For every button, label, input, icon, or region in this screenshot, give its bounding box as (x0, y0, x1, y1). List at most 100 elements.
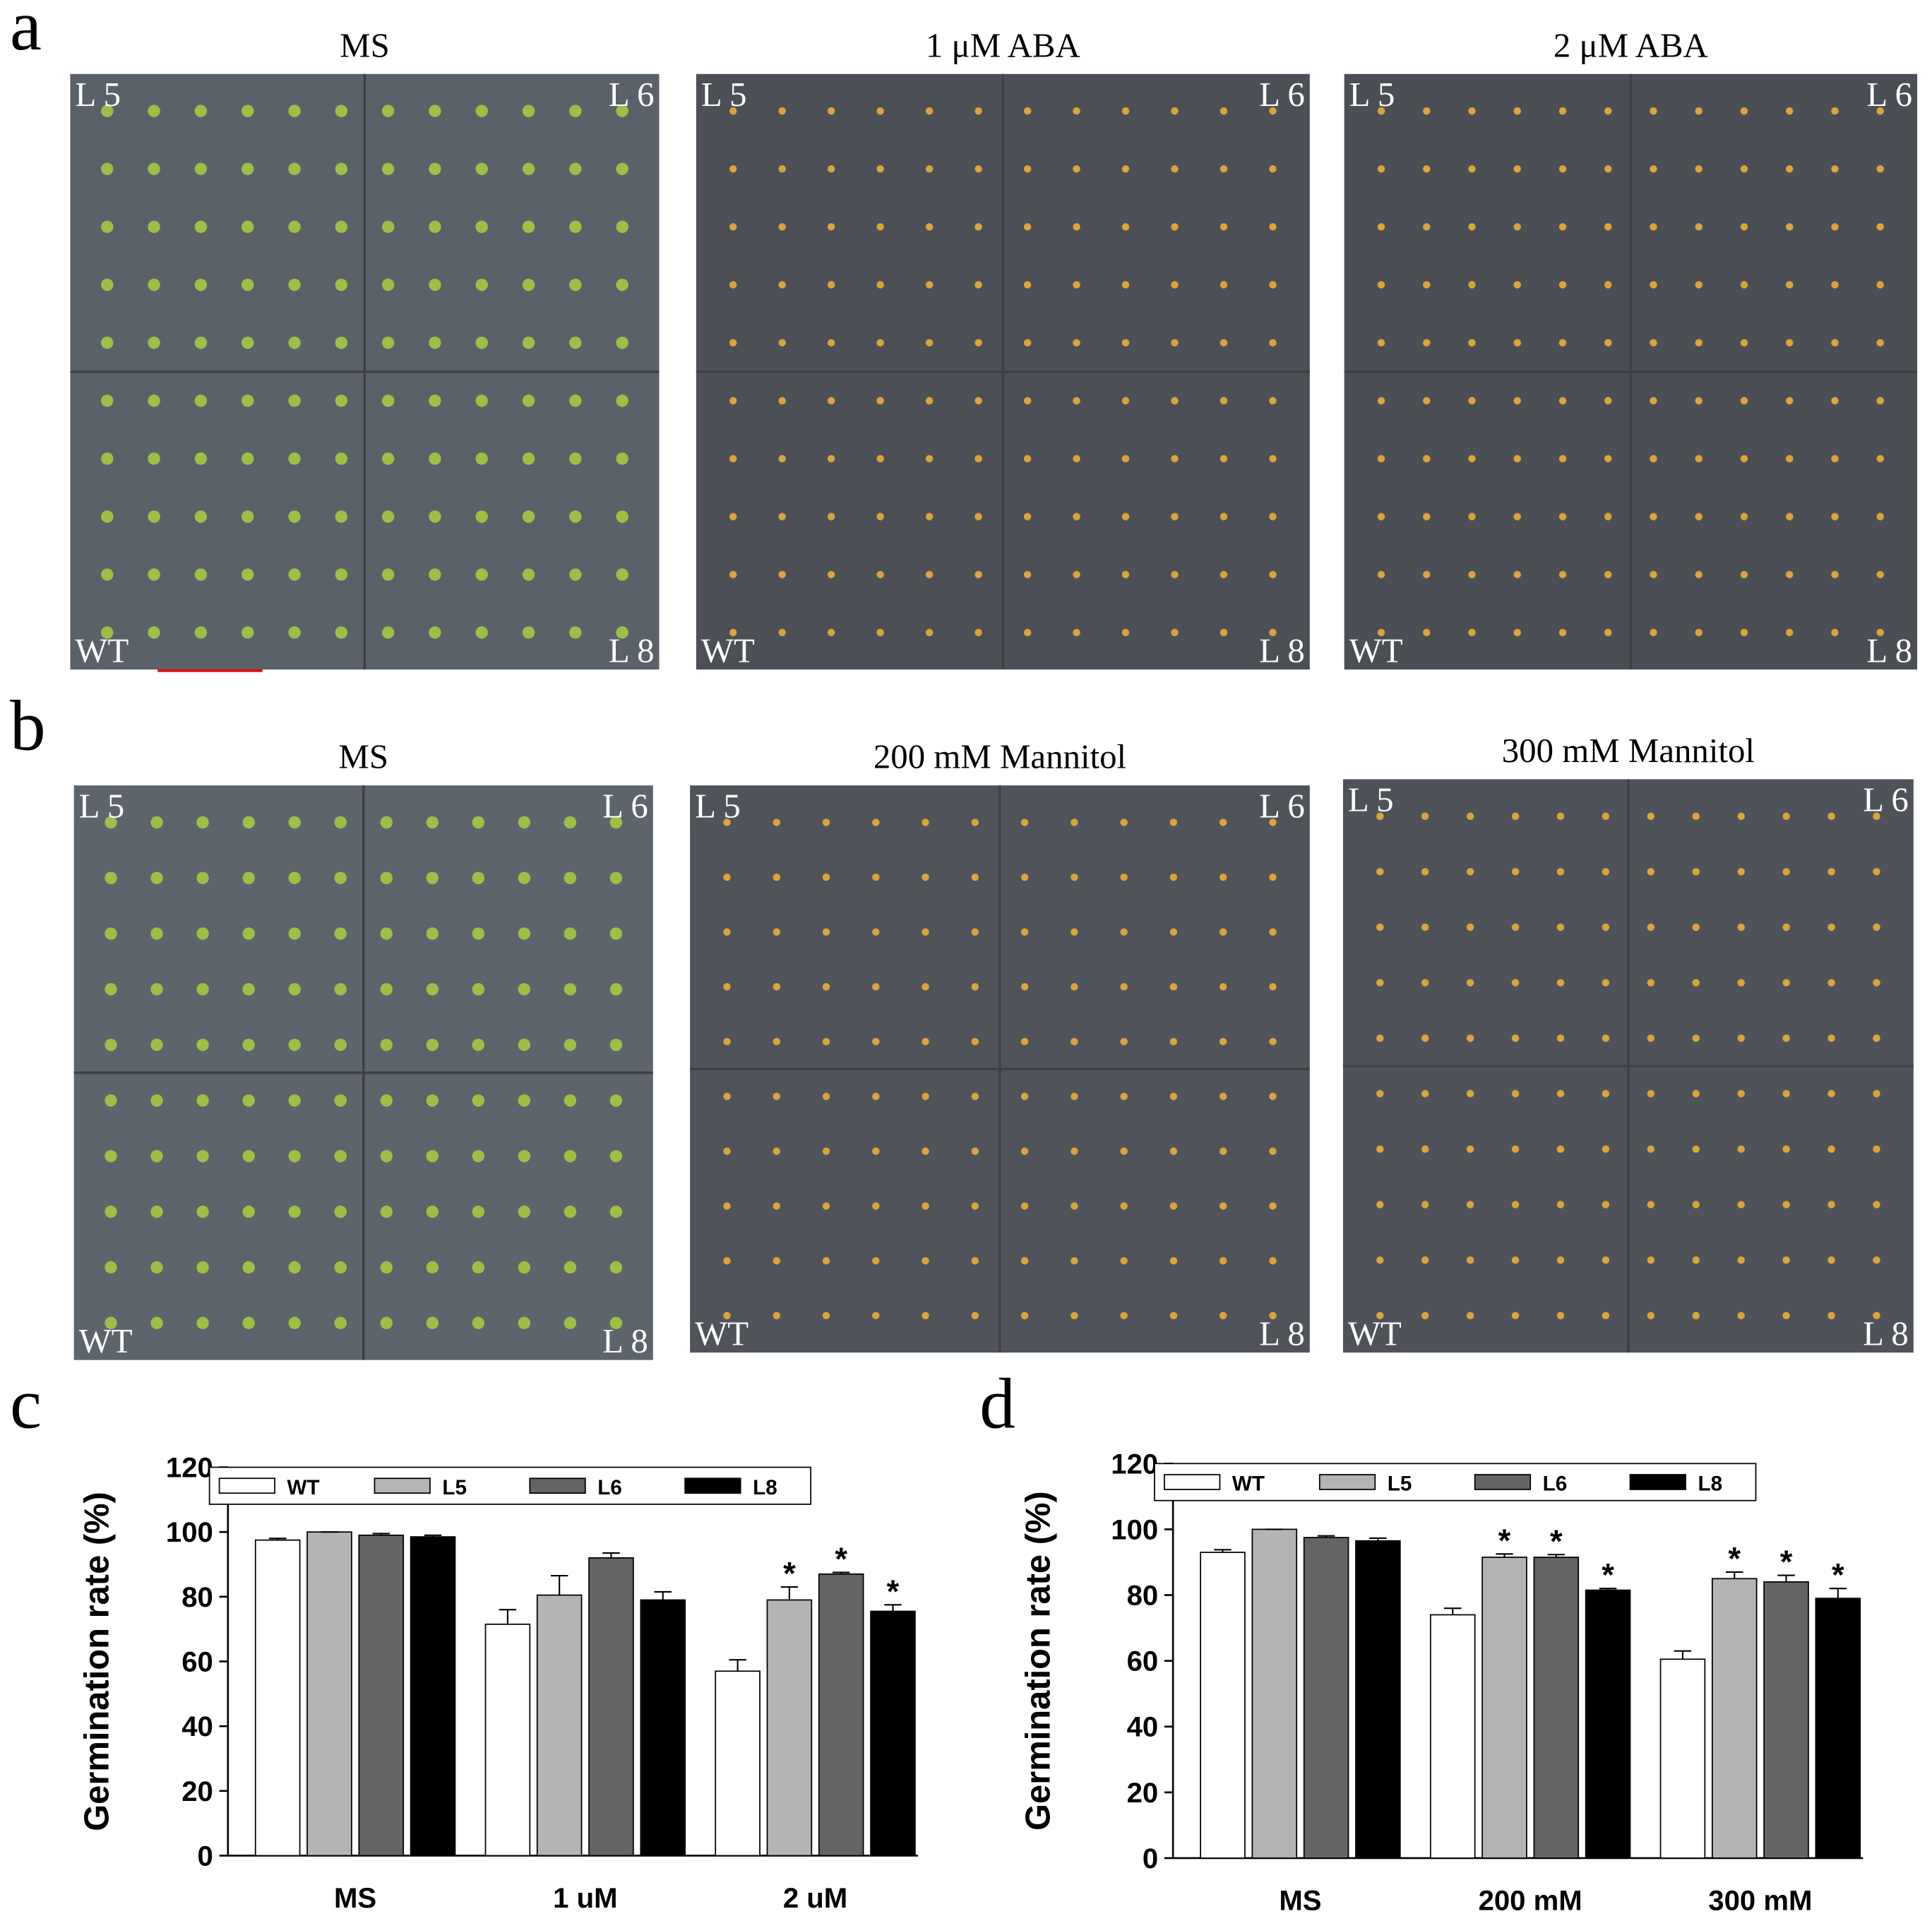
seedling (616, 394, 628, 408)
seedling (334, 816, 347, 829)
seedling (1376, 1312, 1384, 1320)
seedling (822, 928, 830, 936)
seedling (196, 1316, 209, 1330)
seedling (1220, 165, 1228, 173)
seedling (1377, 339, 1385, 347)
seedling (1647, 1201, 1655, 1208)
seedling (475, 162, 488, 175)
seedling (971, 1256, 979, 1265)
significance-mark: * (1780, 1544, 1793, 1580)
y-tick-label: 80 (1127, 1579, 1159, 1611)
seedling (335, 510, 348, 523)
seedling (569, 162, 582, 175)
photo-title: 200 mM Mannitol (873, 737, 1126, 776)
seedling (1827, 979, 1835, 987)
seedling (1421, 1256, 1429, 1264)
seedling (564, 1038, 577, 1052)
corner-label: L 8 (1866, 631, 1912, 670)
seedling (1020, 819, 1029, 826)
seedling (148, 336, 160, 350)
seedling (1421, 1201, 1429, 1208)
seedling (288, 872, 301, 884)
seedling (472, 927, 485, 940)
seedling (971, 1147, 979, 1155)
seedling (1556, 1256, 1565, 1264)
error-bar (1599, 1588, 1617, 1590)
seedling (475, 452, 488, 465)
seedling (1269, 1037, 1277, 1046)
seedling (1269, 455, 1277, 463)
seedling (974, 513, 982, 521)
seedling (1020, 1256, 1029, 1265)
seedling (569, 626, 582, 639)
seedling (723, 819, 731, 826)
seedling (1831, 222, 1839, 231)
seedling (1468, 571, 1476, 578)
seedling (381, 220, 395, 233)
seedling (1023, 455, 1032, 463)
panel-label: a (10, 0, 42, 65)
error-bar (1317, 1535, 1335, 1538)
seedling (616, 452, 628, 465)
seedling (822, 1147, 830, 1155)
corner-label: WT (1348, 1314, 1402, 1353)
seedling (105, 1206, 117, 1218)
seedling (1423, 455, 1431, 463)
seedling (827, 571, 835, 578)
seedling (1421, 1090, 1429, 1098)
seedling (381, 510, 395, 523)
seedling (242, 1150, 255, 1162)
seedling (242, 278, 254, 292)
seedling (974, 222, 982, 231)
photo-title: 300 mM Mannitol (1502, 731, 1755, 770)
y-tick-label: 60 (181, 1646, 213, 1677)
photo-title: MS (338, 737, 388, 776)
seedling (1831, 339, 1839, 347)
legend-swatch (1164, 1474, 1221, 1490)
seedling (1695, 571, 1703, 578)
seedling (1647, 812, 1655, 820)
seedling (616, 105, 628, 117)
seedling (335, 336, 348, 350)
corner-label: WT (695, 1314, 749, 1353)
seedling (729, 629, 737, 636)
seedling (518, 1316, 531, 1330)
seedling (1740, 397, 1748, 405)
seedling (1604, 571, 1612, 578)
seedling (101, 452, 114, 465)
seedling (472, 1206, 485, 1218)
seedling (971, 873, 979, 881)
seedling (1558, 455, 1567, 463)
seedling (1120, 1037, 1128, 1046)
seedling (773, 873, 780, 881)
seedling (1376, 923, 1384, 932)
seedling (148, 162, 160, 175)
seedling (380, 1316, 393, 1330)
seedling (729, 281, 737, 289)
seedling (1785, 629, 1794, 636)
seedling (1377, 455, 1385, 463)
seedling (475, 105, 488, 117)
seedling (1604, 513, 1612, 521)
seedling (974, 397, 982, 405)
seedling (1650, 513, 1657, 521)
seedling (148, 278, 160, 292)
seedling (1466, 979, 1474, 987)
seedling (569, 452, 582, 465)
seedling (1121, 397, 1130, 405)
seedling (475, 510, 488, 523)
bar (818, 1573, 864, 1857)
seedling (1220, 629, 1228, 636)
seedling (723, 1312, 731, 1320)
seedling (1121, 107, 1130, 115)
bar (870, 1610, 916, 1857)
seedling (1468, 339, 1476, 347)
y-tick-label: 20 (1127, 1777, 1159, 1809)
seedling (778, 571, 786, 578)
seedling (518, 872, 531, 884)
seedling (288, 452, 301, 465)
seedling (876, 629, 884, 636)
seedling (1423, 397, 1431, 405)
seedling (1876, 339, 1884, 347)
seedling (1120, 1093, 1128, 1100)
